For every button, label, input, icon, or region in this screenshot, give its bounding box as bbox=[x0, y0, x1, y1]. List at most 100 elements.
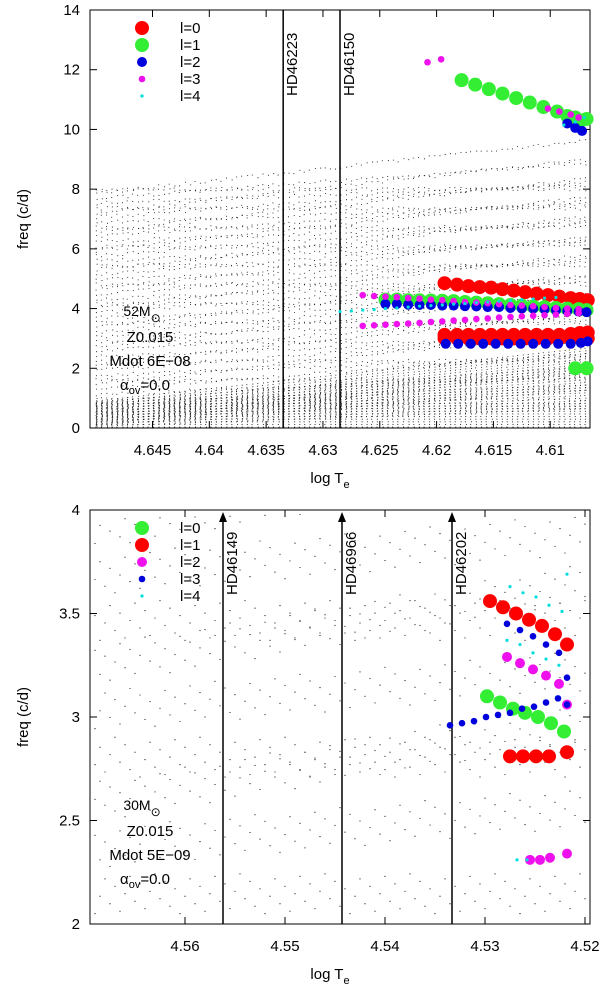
mode-dot bbox=[126, 423, 129, 426]
mode-dot bbox=[376, 230, 378, 232]
mode-dot bbox=[261, 397, 264, 399]
mode-dot bbox=[293, 405, 295, 407]
mode-dot bbox=[251, 403, 253, 405]
mode-dot bbox=[288, 208, 291, 210]
mode-dot bbox=[272, 421, 274, 423]
mode-dot bbox=[277, 398, 279, 401]
mode-dot bbox=[351, 385, 353, 387]
mode-dot bbox=[148, 410, 150, 412]
mode-dot bbox=[397, 395, 399, 397]
mode-dot bbox=[137, 220, 139, 222]
mode-dot bbox=[350, 402, 352, 405]
mode-dot bbox=[231, 402, 233, 405]
mode-dot bbox=[231, 385, 233, 387]
mode-dot bbox=[335, 406, 337, 408]
mode-dot bbox=[246, 217, 248, 219]
mode-dot bbox=[95, 416, 97, 419]
mode-dot bbox=[111, 397, 113, 399]
mode-dot bbox=[105, 412, 108, 414]
mode-dot bbox=[112, 286, 114, 288]
mode-dot bbox=[293, 207, 295, 210]
mode-dot bbox=[356, 395, 358, 397]
mode-dot bbox=[147, 421, 149, 423]
mode-dot bbox=[360, 364, 363, 366]
mode-dot bbox=[361, 377, 363, 379]
mode-dot bbox=[241, 389, 243, 391]
mode-dot bbox=[247, 389, 249, 391]
mode-dot bbox=[325, 413, 327, 415]
mode-dot bbox=[319, 408, 321, 410]
mode-dot bbox=[215, 197, 217, 199]
mode-dot bbox=[340, 421, 343, 423]
mode-dot bbox=[278, 185, 280, 187]
mode-dot bbox=[111, 264, 114, 266]
mode-dot bbox=[137, 232, 140, 235]
mode-dot bbox=[273, 339, 275, 341]
mode-dot bbox=[126, 187, 128, 189]
mode-dot bbox=[397, 370, 399, 372]
mode-dot bbox=[334, 225, 336, 227]
mode-dot bbox=[335, 218, 337, 220]
mode-dot bbox=[132, 296, 134, 298]
mode-dot bbox=[335, 402, 337, 405]
mode-dot bbox=[262, 247, 264, 249]
mode-dot bbox=[246, 407, 249, 409]
mode-dot bbox=[215, 405, 217, 407]
mode-dot bbox=[355, 252, 357, 254]
mode-dot bbox=[267, 192, 269, 195]
mode-dot bbox=[309, 404, 311, 406]
mode-dot bbox=[257, 339, 259, 341]
mode-dot bbox=[397, 334, 399, 336]
mode-dot bbox=[319, 395, 321, 397]
mode-dot bbox=[360, 203, 362, 206]
mode-dot bbox=[314, 182, 316, 184]
mode-dot bbox=[168, 193, 170, 195]
mode-dot bbox=[148, 287, 150, 289]
mode-dot bbox=[116, 299, 118, 301]
mode-dot bbox=[391, 413, 393, 415]
mode-dot bbox=[351, 273, 353, 275]
mode-dot bbox=[184, 396, 186, 398]
mode-dot bbox=[293, 239, 295, 241]
mode-dot bbox=[147, 405, 149, 407]
mode-dot bbox=[163, 410, 165, 412]
mode-dot bbox=[257, 290, 259, 292]
mode-dot bbox=[179, 230, 181, 232]
mode-dot bbox=[231, 360, 233, 363]
mode-dot bbox=[189, 334, 191, 336]
mode-dot bbox=[288, 363, 290, 366]
mode-dot bbox=[122, 316, 124, 318]
mode-dot bbox=[174, 207, 176, 209]
mode-dot bbox=[246, 261, 248, 264]
mode-dot bbox=[393, 408, 395, 410]
mode-dot bbox=[293, 341, 295, 343]
mode-dot bbox=[189, 398, 191, 400]
mode-dot bbox=[148, 408, 150, 410]
mode-dot bbox=[168, 363, 170, 365]
mode-dot bbox=[252, 310, 254, 312]
mode-dot bbox=[334, 168, 337, 170]
mode-dot bbox=[96, 420, 98, 422]
mode-dot bbox=[241, 368, 243, 370]
mode-dot bbox=[122, 419, 124, 421]
mode-dot bbox=[381, 416, 383, 418]
mode-dot bbox=[366, 187, 368, 189]
mode-dot bbox=[262, 252, 264, 254]
mode-dot bbox=[325, 371, 327, 373]
mode-dot bbox=[189, 297, 191, 299]
mode-dot bbox=[117, 366, 119, 369]
mode-dot bbox=[345, 423, 347, 426]
mode-dot bbox=[199, 417, 201, 419]
mode-dot bbox=[137, 400, 140, 402]
mode-dot bbox=[330, 409, 332, 411]
mode-dot bbox=[112, 329, 114, 331]
mode-dot bbox=[288, 272, 290, 274]
mode-dot bbox=[350, 332, 352, 334]
mode-dot bbox=[143, 230, 145, 233]
mode-dot bbox=[121, 363, 123, 365]
mode-dot bbox=[350, 355, 352, 357]
mode-dot bbox=[190, 402, 192, 405]
mode-dot bbox=[252, 398, 254, 401]
mode-dot bbox=[132, 283, 134, 285]
mode-dot bbox=[366, 380, 368, 382]
